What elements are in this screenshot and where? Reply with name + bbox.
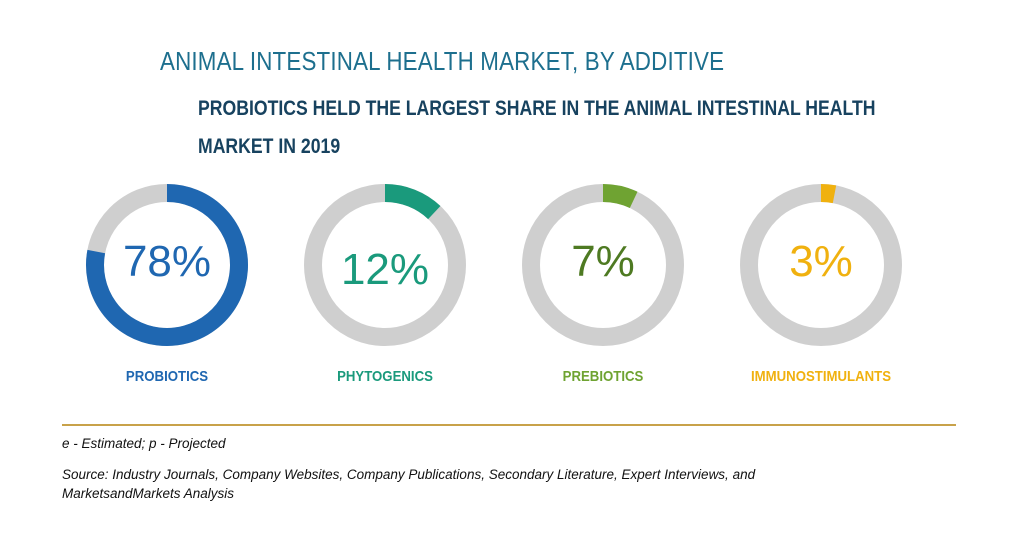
chart-subtitle: PROBIOTICS HELD THE LARGEST SHARE IN THE…: [198, 97, 876, 158]
percent-label-prebiotics: 7%: [571, 237, 635, 286]
footer-divider: [62, 424, 956, 426]
category-label-immunostimulants: IMMUNOSTIMULANTS: [750, 368, 892, 385]
donut-arc-phytogenics: [384, 184, 441, 220]
footnote: e - Estimated; p - Projected: [62, 436, 226, 451]
donut-arc-immunostimulants: [820, 184, 837, 204]
donut-ring-immunostimulants: [740, 184, 902, 346]
category-label-phytogenics: PHYTOGENICS: [337, 368, 433, 385]
percent-label-phytogenics: 12%: [340, 245, 430, 294]
donut-prebiotics: 7%: [518, 180, 688, 350]
percent-label-immunostimulants: 3%: [789, 237, 853, 286]
donut-arc-probiotics: [86, 184, 248, 346]
source-note: Source: Industry Journals, Company Websi…: [62, 465, 922, 503]
donut-immunostimulants: 3%: [736, 180, 906, 350]
category-label-prebiotics: PREBIOTICS: [562, 368, 644, 385]
chart-title: ANIMAL INTESTINAL HEALTH MARKET, BY ADDI…: [160, 46, 725, 76]
donut-probiotics: 78%: [82, 180, 252, 350]
source-line-1: Source: Industry Journals, Company Websi…: [62, 467, 756, 482]
donut-ring-probiotics: [86, 184, 248, 346]
percent-label-probiotics: 78%: [122, 237, 212, 286]
donut-phytogenics: 12%: [300, 180, 470, 350]
source-line-2: MarketsandMarkets Analysis: [62, 486, 235, 501]
category-label-probiotics: PROBIOTICS: [125, 368, 209, 385]
donut-ring-prebiotics: [522, 184, 684, 346]
donut-arc-prebiotics: [602, 184, 638, 209]
donut-ring-phytogenics: [304, 184, 466, 346]
